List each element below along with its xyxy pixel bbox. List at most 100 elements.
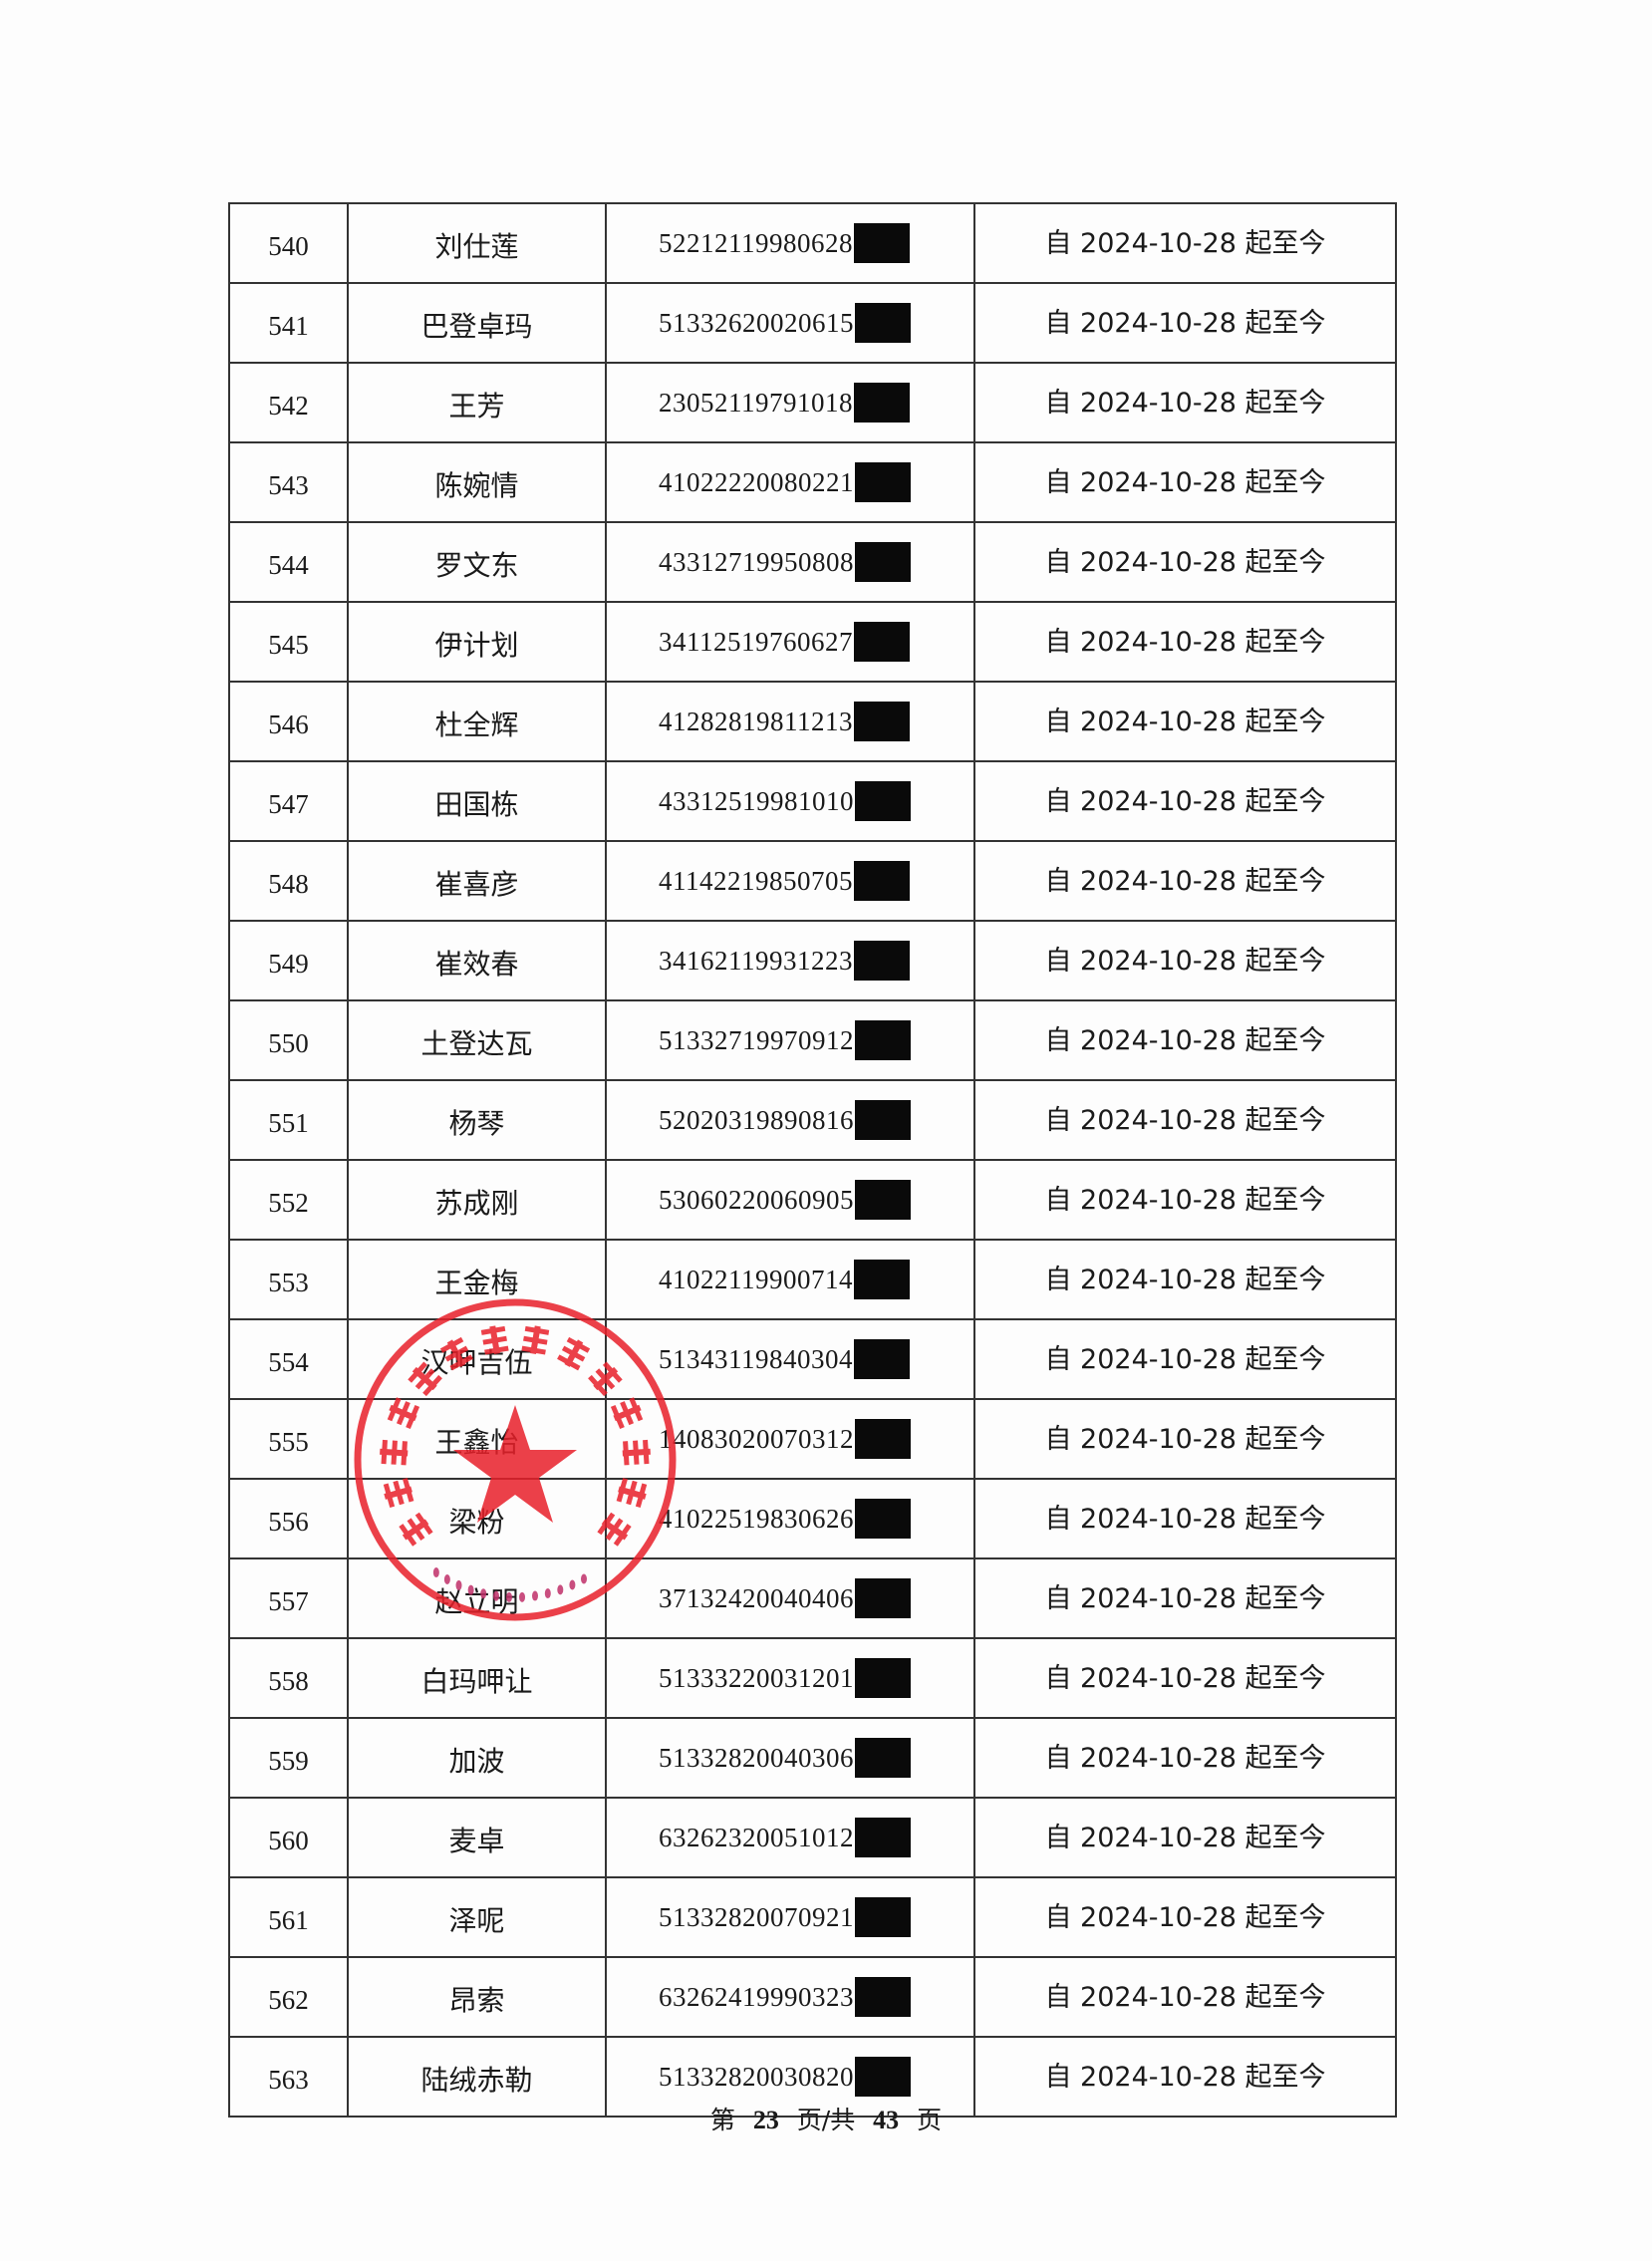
employment-period: 自 2024-10-28 起至今: [975, 1161, 1397, 1239]
personnel-table: 540 刘仕莲 52212119980628 自 2024-10-28 起至今 541 巴…: [228, 202, 1397, 2118]
id-number-cell: 51343119840304: [607, 1320, 975, 1398]
id-number: 51332719970912: [659, 1024, 854, 1055]
id-number: 51332820030820: [659, 2061, 854, 2092]
row-number: 551: [230, 1081, 349, 1159]
employment-period: 自 2024-10-28 起至今: [975, 2038, 1397, 2116]
id-number: 63262419990323: [659, 1981, 854, 2012]
id-number: 34112519760627: [659, 626, 853, 657]
table-row: 542 王芳 23052119791018 自 2024-10-28 起至今: [230, 364, 1397, 443]
person-name: 田国栋: [349, 762, 607, 840]
id-number: 51343119840304: [659, 1343, 853, 1374]
id-number-cell: 34112519760627: [607, 603, 975, 681]
person-name: 杨琴: [349, 1081, 607, 1159]
table-row: 563 陆绒赤勒 51332820030820 自 2024-10-28 起至今: [230, 2038, 1397, 2118]
id-number-cell: 51332820070921: [607, 1878, 975, 1956]
person-name: 陆绒赤勒: [349, 2038, 607, 2116]
table-row: 560 麦卓 63262320051012 自 2024-10-28 起至今: [230, 1799, 1397, 1878]
id-number-cell: 51332820030820: [607, 2038, 975, 2116]
row-number: 558: [230, 1639, 349, 1717]
employment-period: 自 2024-10-28 起至今: [975, 443, 1397, 521]
person-name: 梁粉: [349, 1480, 607, 1557]
employment-period: 自 2024-10-28 起至今: [975, 523, 1397, 601]
id-number: 52020319890816: [659, 1104, 854, 1135]
id-number-cell: 14083020070312: [607, 1400, 975, 1478]
table-row: 555 王鑫怡 14083020070312 自 2024-10-28 起至今: [230, 1400, 1397, 1480]
id-number: 43312719950808: [659, 546, 854, 577]
id-number: 43312519981010: [659, 785, 854, 816]
id-number: 51333220031201: [659, 1662, 854, 1693]
current-page: 23: [752, 2106, 779, 2134]
id-number: 41022220080221: [659, 466, 854, 497]
redaction-block: [855, 1897, 911, 1937]
employment-period: 自 2024-10-28 起至今: [975, 284, 1397, 362]
id-number: 63262320051012: [659, 1822, 854, 1852]
row-number: 557: [230, 1559, 349, 1637]
row-number: 552: [230, 1161, 349, 1239]
id-number: 52212119980628: [659, 227, 853, 258]
table-row: 558 白玛呷让 51333220031201 自 2024-10-28 起至今: [230, 1639, 1397, 1719]
employment-period: 自 2024-10-28 起至今: [975, 1400, 1397, 1478]
id-number-cell: 43312719950808: [607, 523, 975, 601]
table-row: 556 梁粉 41022519830626 自 2024-10-28 起至今: [230, 1480, 1397, 1559]
redaction-block: [854, 702, 910, 741]
employment-period: 自 2024-10-28 起至今: [975, 683, 1397, 760]
person-name: 昂索: [349, 1958, 607, 2036]
redaction-block: [855, 1818, 911, 1857]
redaction-block: [855, 1658, 911, 1698]
employment-period: 自 2024-10-28 起至今: [975, 1958, 1397, 2036]
person-name: 王芳: [349, 364, 607, 441]
table-row: 546 杜全辉 41282819811213 自 2024-10-28 起至今: [230, 683, 1397, 762]
person-name: 陈婉情: [349, 443, 607, 521]
row-number: 546: [230, 683, 349, 760]
person-name: 刘仕莲: [349, 204, 607, 282]
table-row: 544 罗文东 43312719950808 自 2024-10-28 起至今: [230, 523, 1397, 603]
id-number: 41022519830626: [659, 1503, 854, 1534]
row-number: 559: [230, 1719, 349, 1797]
id-number: 53060220060905: [659, 1184, 854, 1215]
row-number: 556: [230, 1480, 349, 1557]
redaction-block: [854, 622, 910, 662]
redaction-block: [855, 1499, 911, 1539]
table-row: 554 汉呷吉伍 51343119840304 自 2024-10-28 起至今: [230, 1320, 1397, 1400]
redaction-block: [855, 1180, 911, 1220]
employment-period: 自 2024-10-28 起至今: [975, 1320, 1397, 1398]
row-number: 563: [230, 2038, 349, 2116]
employment-period: 自 2024-10-28 起至今: [975, 1559, 1397, 1637]
row-number: 543: [230, 443, 349, 521]
id-number-cell: 41142219850705: [607, 842, 975, 920]
employment-period: 自 2024-10-28 起至今: [975, 364, 1397, 441]
person-name: 土登达瓦: [349, 1001, 607, 1079]
id-number-cell: 51333220031201: [607, 1639, 975, 1717]
row-number: 544: [230, 523, 349, 601]
table-row: 545 伊计划 34112519760627 自 2024-10-28 起至今: [230, 603, 1397, 683]
person-name: 杜全辉: [349, 683, 607, 760]
employment-period: 自 2024-10-28 起至今: [975, 1799, 1397, 1876]
person-name: 伊计划: [349, 603, 607, 681]
row-number: 560: [230, 1799, 349, 1876]
id-number-cell: 37132420040406: [607, 1559, 975, 1637]
row-number: 542: [230, 364, 349, 441]
id-number-cell: 41022220080221: [607, 443, 975, 521]
table-row: 552 苏成刚 53060220060905 自 2024-10-28 起至今: [230, 1161, 1397, 1241]
person-name: 王鑫怡: [349, 1400, 607, 1478]
table-row: 559 加波 51332820040306 自 2024-10-28 起至今: [230, 1719, 1397, 1799]
table-row: 541 巴登卓玛 51332620020615 自 2024-10-28 起至今: [230, 284, 1397, 364]
employment-period: 自 2024-10-28 起至今: [975, 204, 1397, 282]
redaction-block: [855, 1977, 911, 2017]
id-number-cell: 63262419990323: [607, 1958, 975, 2036]
row-number: 553: [230, 1241, 349, 1318]
table-row: 561 泽呢 51332820070921 自 2024-10-28 起至今: [230, 1878, 1397, 1958]
id-number-cell: 52020319890816: [607, 1081, 975, 1159]
person-name: 崔喜彦: [349, 842, 607, 920]
table-row: 549 崔效春 34162119931223 自 2024-10-28 起至今: [230, 922, 1397, 1001]
table-row: 553 王金梅 41022119900714 自 2024-10-28 起至今: [230, 1241, 1397, 1320]
redaction-block: [855, 1738, 911, 1778]
footer-middle: 页/共: [796, 2106, 856, 2134]
table-row: 562 昂索 63262419990323 自 2024-10-28 起至今: [230, 1958, 1397, 2038]
row-number: 545: [230, 603, 349, 681]
redaction-block: [854, 223, 910, 263]
table-row: 547 田国栋 43312519981010 自 2024-10-28 起至今: [230, 762, 1397, 842]
row-number: 548: [230, 842, 349, 920]
redaction-block: [855, 1578, 911, 1618]
total-pages: 43: [873, 2106, 900, 2134]
